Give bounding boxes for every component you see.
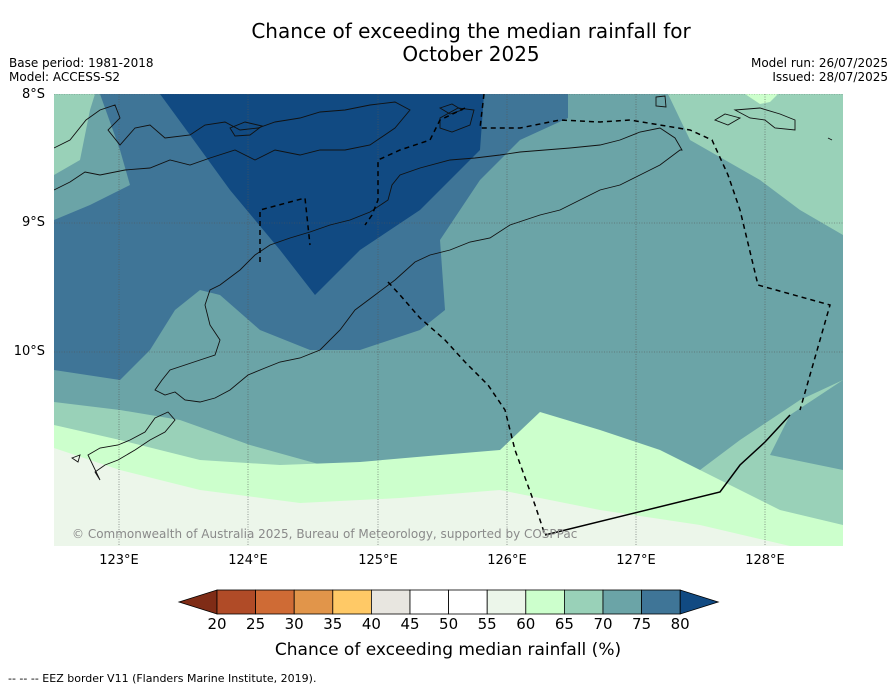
colorbar-title: Chance of exceeding median rainfall (%) (274, 640, 622, 660)
eez-oecusse-segment (259, 197, 311, 262)
colorbar-swatch (525, 589, 565, 615)
run-info: Model run: 26/07/2025 Issued: 28/07/2025 (751, 56, 888, 84)
colorbar-tick-label: 80 (670, 615, 690, 633)
islet-outline-east (827, 137, 833, 141)
colorbar-tick-label: 65 (554, 615, 574, 633)
model-name: Model: ACCESS-S2 (9, 70, 121, 84)
band-55-60 (54, 448, 790, 546)
colorbar-swatch (602, 589, 642, 615)
colorbar (177, 589, 720, 615)
colorbar-tick-label: 25 (246, 615, 266, 633)
lon-label-123e: 123°E (99, 553, 139, 568)
copyright-notice: © Commonwealth of Australia 2025, Bureau… (72, 527, 578, 541)
colorbar-tick-label: 75 (632, 615, 652, 633)
colorbar-extend-low (177, 589, 218, 615)
islet-outline (713, 113, 742, 126)
lon-label-126e: 126°E (487, 553, 527, 568)
colorbar-tick-label: 55 (477, 615, 497, 633)
eez-south-segment (387, 281, 546, 536)
colorbar-swatch (486, 589, 527, 615)
eez-footnote: -- -- -- EEZ border V11 (Flanders Marine… (8, 672, 317, 685)
colorbar-swatch (293, 589, 334, 615)
colorbar-swatch (409, 589, 449, 615)
eez-solid-segment (544, 414, 791, 536)
colorbar-tick-label: 50 (439, 615, 459, 633)
base-period: Base period: 1981-2018 (9, 56, 154, 70)
colorbar-tick-label: 45 (400, 615, 420, 633)
colorbar-tick-label: 70 (593, 615, 613, 633)
babar-outline (733, 107, 796, 131)
probability-field (54, 94, 843, 546)
colorbar-swatch (641, 589, 681, 615)
lat-label-9s: 9°S (21, 215, 45, 230)
lon-label-127e: 127°E (616, 553, 656, 568)
lon-label-128e: 128°E (745, 553, 785, 568)
model-info: Base period: 1981-2018 Model: ACCESS-S2 (9, 56, 154, 84)
island-outline (229, 121, 264, 137)
eez-east-segment (479, 94, 831, 411)
colorbar-tick-label: 35 (323, 615, 343, 633)
lon-label-125e: 125°E (358, 553, 398, 568)
title-line-2: October 2025 (402, 42, 540, 66)
eez-north-segment (364, 107, 466, 226)
colorbar-tick-label: 20 (207, 615, 227, 633)
timor-coastline (154, 127, 683, 403)
map-title: Chance of exceeding the median rainfall … (0, 20, 896, 66)
band-80-plus (160, 94, 484, 295)
flores-coastline (54, 101, 411, 191)
colorbar-swatch (332, 589, 372, 615)
colorbar-tick-label: 40 (361, 615, 381, 633)
wetar-islet-outline (655, 95, 667, 108)
title-line-1: Chance of exceeding the median rainfall … (251, 19, 691, 43)
rote-coastline (87, 411, 176, 481)
coastlines (54, 95, 833, 481)
colorbar-tick-label: 60 (516, 615, 536, 633)
ndana-outline (71, 454, 81, 463)
gridlines (54, 94, 843, 546)
colorbar-tick-label: 30 (284, 615, 304, 633)
band-70-75-east (770, 380, 843, 470)
colorbar-swatch (216, 589, 256, 615)
colorbar-swatch (564, 589, 604, 615)
model-run-date: Model run: 26/07/2025 (750, 56, 888, 70)
issued-date: Issued: 28/07/2025 (772, 70, 888, 84)
colorbar-swatch (448, 589, 488, 615)
colorbar-extend-high (679, 589, 720, 615)
lat-label-8s: 8°S (21, 87, 45, 102)
colorbar-swatch (255, 589, 295, 615)
lat-label-10s: 10°S (13, 344, 45, 359)
eez-border (259, 94, 831, 536)
band-60-65-ne (745, 94, 778, 104)
lon-label-124e: 124°E (228, 553, 268, 568)
colorbar-swatch (370, 589, 411, 615)
